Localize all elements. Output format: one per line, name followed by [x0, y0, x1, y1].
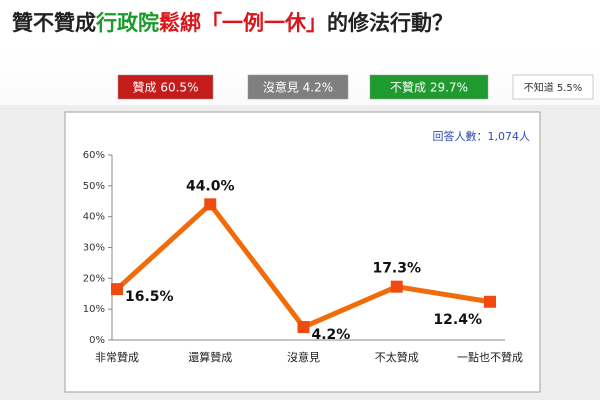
x-tick-label: 還算贊成: [188, 350, 232, 364]
summary-box: [117, 74, 214, 100]
title: 贊不贊成行政院鬆綁「一例一休」的修法行動？: [12, 11, 453, 35]
marker: [390, 280, 403, 293]
value-label: 17.3%: [372, 261, 421, 277]
y-tick-label: 40%: [83, 212, 105, 223]
y-tick-label: 10%: [83, 304, 105, 315]
x-tick-label: 沒意見: [287, 350, 320, 364]
title-segment: 的修法行動？: [327, 11, 453, 35]
title-segment: 贊不贊成: [12, 11, 96, 35]
y-tick-label: 30%: [83, 243, 105, 254]
summary-label: 不知道 5.5%: [524, 81, 583, 94]
y-tick-label: 50%: [83, 181, 105, 192]
summary-label: 贊成 60.5%: [133, 81, 199, 95]
value-label: 4.2%: [312, 327, 351, 343]
summary-label: 不贊成 29.7%: [390, 81, 468, 95]
title-segment: 行政院: [95, 11, 159, 35]
summary-box: [369, 74, 489, 100]
value-label: 12.4%: [433, 312, 482, 328]
marker: [297, 321, 310, 334]
summary-label: 沒意見 4.2%: [263, 80, 333, 95]
value-label: 16.5%: [125, 289, 174, 305]
x-tick-label: 一點也不贊成: [457, 350, 523, 364]
chart-frame: [64, 111, 541, 393]
marker: [204, 198, 217, 211]
y-tick-label: 60%: [83, 150, 105, 161]
x-tick-label: 非常贊成: [95, 350, 139, 364]
x-tick-label: 不太贊成: [375, 350, 419, 364]
y-tick-label: 20%: [83, 273, 105, 284]
y-tick-label: 0%: [89, 335, 105, 346]
title-segment: 鬆綁「一例一休」: [159, 11, 327, 35]
summary-box: [512, 74, 594, 100]
marker: [484, 295, 496, 308]
marker: [111, 283, 123, 296]
value-label: 44.0%: [186, 178, 235, 194]
annotation: 回答人數：1,074人: [433, 129, 531, 143]
summary-box: [247, 74, 349, 100]
